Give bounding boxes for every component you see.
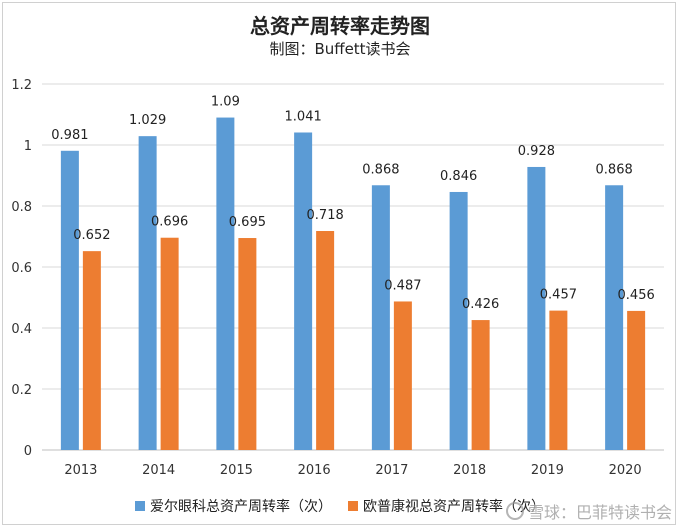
bar-aier bbox=[371, 185, 390, 450]
data-label: 0.457 bbox=[540, 288, 577, 303]
data-label: 0.696 bbox=[151, 215, 188, 230]
bar-aier bbox=[605, 185, 624, 450]
y-tick-label: 1.2 bbox=[11, 78, 32, 93]
bar-oupu bbox=[160, 237, 179, 450]
chart-title: 总资产周转率走势图 bbox=[250, 14, 430, 38]
legend: 爱尔眼科总资产周转率（次） 欧普康视总资产周转率（次） bbox=[0, 496, 680, 516]
x-tick-label: 2016 bbox=[298, 463, 331, 478]
legend-label-aier: 爱尔眼科总资产周转率（次） bbox=[150, 499, 332, 515]
data-label: 0.426 bbox=[462, 297, 499, 312]
data-label: 1.09 bbox=[211, 95, 240, 110]
y-tick-label: 1 bbox=[24, 139, 32, 154]
bar-oupu bbox=[471, 320, 490, 450]
data-label: 0.718 bbox=[307, 208, 344, 223]
bar-oupu bbox=[627, 310, 646, 450]
x-tick-label: 2019 bbox=[531, 463, 564, 478]
bar-oupu bbox=[549, 310, 568, 450]
data-label: 0.928 bbox=[518, 144, 555, 159]
watermark-text: 雪球：巴菲特读书会 bbox=[527, 503, 672, 522]
data-label: 0.487 bbox=[384, 278, 421, 293]
bar-aier bbox=[449, 191, 468, 450]
data-label: 0.846 bbox=[440, 169, 477, 184]
data-label: 0.981 bbox=[51, 128, 88, 143]
bar-aier bbox=[60, 150, 79, 451]
data-label: 1.029 bbox=[129, 113, 166, 128]
bar-aier bbox=[527, 166, 546, 450]
data-label: 1.041 bbox=[285, 109, 322, 124]
data-label: 0.652 bbox=[73, 228, 110, 243]
x-tick-label: 2020 bbox=[609, 463, 642, 478]
x-tick-label: 2013 bbox=[64, 463, 97, 478]
legend-swatch-aier bbox=[135, 501, 145, 511]
data-label: 0.868 bbox=[596, 162, 633, 177]
chart-subtitle: 制图：Buffett读书会 bbox=[269, 40, 411, 58]
legend-swatch-oupu bbox=[348, 501, 358, 511]
y-tick-label: 0.2 bbox=[11, 383, 32, 398]
legend-item-aier: 爱尔眼科总资产周转率（次） bbox=[135, 496, 332, 516]
data-label: 0.456 bbox=[618, 288, 655, 303]
y-tick-label: 0.8 bbox=[11, 200, 32, 215]
bar-oupu bbox=[238, 238, 257, 450]
legend-item-oupu: 欧普康视总资产周转率（次） bbox=[348, 496, 545, 516]
snowball-logo-icon bbox=[505, 502, 524, 520]
bar-oupu bbox=[316, 231, 335, 450]
watermark: 雪球：巴菲特读书会 bbox=[505, 499, 672, 523]
data-label: 0.868 bbox=[362, 162, 399, 177]
bar-aier bbox=[294, 132, 313, 450]
x-tick-label: 2014 bbox=[142, 463, 175, 478]
x-tick-label: 2015 bbox=[220, 463, 253, 478]
x-tick-label: 2018 bbox=[453, 463, 486, 478]
y-tick-label: 0.4 bbox=[11, 322, 32, 337]
x-tick-label: 2017 bbox=[375, 463, 408, 478]
data-label: 0.695 bbox=[229, 215, 266, 230]
bar-aier bbox=[216, 117, 235, 451]
bar-oupu bbox=[82, 251, 101, 450]
legend-label-oupu: 欧普康视总资产周转率（次） bbox=[363, 499, 545, 515]
y-tick-label: 0 bbox=[24, 444, 32, 459]
bar-oupu bbox=[393, 301, 412, 450]
y-tick-label: 0.6 bbox=[11, 261, 32, 276]
bar-aier bbox=[138, 136, 157, 450]
